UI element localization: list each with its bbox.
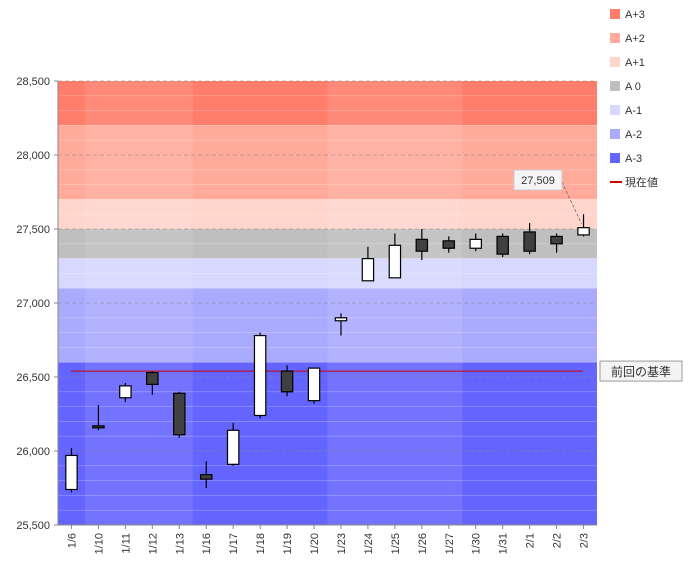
candle-body	[334, 317, 348, 322]
legend-item-7: 現在値	[610, 176, 658, 189]
legend-item-3: A 0	[610, 81, 641, 93]
legend-label: A-3	[625, 153, 642, 165]
x-tick-label: 2/2	[552, 533, 564, 548]
candle-body	[415, 238, 429, 252]
y-tick-label: 28,000	[16, 150, 50, 162]
candle-body	[523, 231, 536, 252]
x-tick-label: 1/24	[363, 533, 375, 554]
x-tick-label: 1/13	[174, 533, 186, 554]
x-tick-label: 1/27	[444, 533, 456, 554]
band-a3-0	[58, 81, 597, 126]
legend-swatch	[610, 153, 620, 163]
x-tick-label: 1/25	[390, 533, 402, 554]
y-tick-label: 26,000	[16, 446, 50, 458]
candle-body	[92, 425, 105, 429]
candle-body	[199, 474, 213, 480]
legend-label: A+3	[625, 9, 645, 21]
band-a1-2	[58, 199, 597, 229]
candle-body	[388, 244, 402, 279]
x-tick-label: 1/16	[201, 533, 213, 554]
legend-swatch	[610, 105, 620, 115]
current-value-leader	[561, 181, 582, 224]
legend-swatch	[610, 81, 620, 91]
x-tick-label: 1/20	[309, 533, 321, 554]
candle-body	[469, 238, 482, 249]
legend-label: A+2	[625, 33, 645, 45]
legend-label: A 0	[625, 81, 641, 93]
candle-body	[226, 429, 240, 465]
legend-label: A+1	[625, 57, 645, 69]
legend-item-4: A-1	[610, 105, 642, 117]
candle-body	[119, 385, 132, 399]
current-value-box	[513, 169, 563, 191]
reference-label-bg	[599, 360, 683, 382]
reference-label-box: 前回の基準	[599, 360, 683, 382]
legend-item-2: A+1	[610, 57, 645, 69]
x-tick-label: 1/19	[282, 533, 294, 554]
candle-body	[173, 392, 186, 436]
x-tick-label: 1/6	[66, 533, 78, 548]
candle-body	[253, 334, 267, 417]
y-tick-label: 25,500	[16, 520, 50, 532]
legend-item-1: A+2	[610, 33, 645, 45]
legend-swatch	[610, 33, 620, 43]
x-tick-label: 1/18	[255, 533, 267, 554]
x-tick-label: 1/31	[498, 533, 510, 554]
legend-swatch	[610, 129, 620, 139]
y-tick-label: 27,500	[16, 224, 50, 236]
candle-body	[550, 235, 563, 245]
x-tick-label: 1/17	[228, 533, 240, 554]
x-tick-label: 1/23	[336, 533, 348, 554]
band-a3-6	[58, 362, 597, 525]
x-tick-label: 1/12	[147, 533, 159, 554]
y-tick-label: 27,000	[16, 298, 50, 310]
legend-swatch	[610, 9, 620, 19]
candle-body	[496, 235, 509, 255]
x-tick-label: 1/26	[417, 533, 429, 554]
x-tick-label: 2/1	[525, 533, 537, 548]
legend-label: A-1	[625, 105, 642, 117]
legend-item-0: A+3	[610, 9, 645, 21]
band-a2-1	[58, 125, 597, 200]
band-a1-4	[58, 258, 597, 289]
x-tick-label: 1/10	[93, 533, 105, 554]
band-a2-5	[58, 288, 597, 363]
y-tick-label: 28,500	[16, 76, 50, 88]
x-tick-label: 2/3	[579, 533, 591, 548]
y-tick-label: 26,500	[16, 372, 50, 384]
legend-swatch	[610, 57, 620, 67]
candle-body	[65, 454, 78, 491]
legend-label: 現在値	[625, 176, 658, 189]
legend-item-6: A-3	[610, 153, 642, 165]
x-tick-label: 1/30	[471, 533, 483, 554]
legend-item-5: A-2	[610, 129, 642, 141]
reference-label: 前回の基準	[611, 364, 671, 379]
candle-body	[442, 240, 456, 249]
x-tick-label: 1/11	[120, 533, 132, 554]
legend-label: A-2	[625, 129, 642, 141]
current-value-label: 27,509	[521, 175, 555, 187]
candle-body	[307, 367, 321, 402]
candle-body	[146, 371, 159, 385]
candle-body	[280, 370, 294, 393]
candle-body	[361, 258, 375, 282]
candle-body	[577, 227, 590, 236]
